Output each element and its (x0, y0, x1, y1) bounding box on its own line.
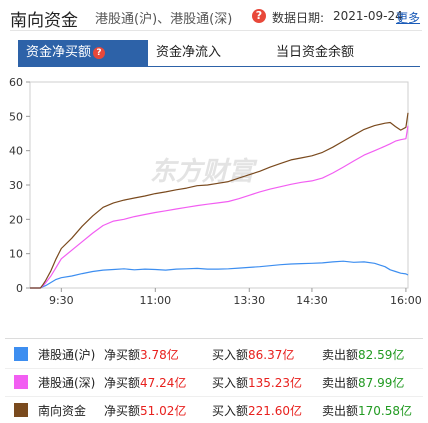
row-divider (5, 368, 423, 369)
sell-cell: 卖出额87.99亿 (322, 374, 404, 391)
net-buy-value: 51.02亿 (140, 404, 187, 418)
page-title: 南向资金 (10, 11, 78, 31)
sell-cell: 卖出额82.59亿 (322, 346, 404, 363)
legend-swatch-sz (14, 375, 28, 389)
tab-daily-balance[interactable]: 当日资金余额 (276, 40, 354, 66)
x-tick-label: 13:30 (233, 294, 265, 304)
tab-daily-balance-label: 当日资金余额 (276, 45, 355, 60)
net-buy-value: 47.24亿 (140, 376, 187, 390)
date-label: 数据日期: (272, 11, 325, 25)
y-tick-label: 10 (9, 248, 23, 261)
buy-cell: 买入额135.23亿 (212, 374, 302, 391)
net-buy-value: 3.78亿 (140, 348, 179, 362)
y-tick-label: 60 (9, 76, 23, 89)
flow-chart: 东方财富 0 10 20 30 40 50 60 9:30 11:00 13:30 14:30 16:… (9, 76, 422, 304)
date-value: 2021-09-24 (333, 9, 403, 23)
y-tick-label: 30 (9, 179, 23, 192)
sell-value: 87.99亿 (358, 376, 405, 390)
page-subtitle: 港股通(沪)、港股通(深) (95, 12, 233, 27)
x-tick-label: 16:00 (390, 294, 422, 304)
more-link[interactable]: 更多 (396, 11, 421, 25)
x-tick-label: 11:00 (139, 294, 171, 304)
header: 南向资金 港股通(沪)、港股通(深) ? 数据日期: 2021-09-24 更多 (0, 0, 428, 32)
sell-cell: 卖出额170.58亿 (322, 402, 412, 419)
x-tick-label: 14:30 (296, 294, 328, 304)
series-line-1 (30, 125, 409, 289)
buy-value: 221.60亿 (248, 404, 303, 418)
buy-label: 买入额 (212, 348, 249, 362)
y-tick-label: 50 (9, 110, 23, 123)
y-tick-label: 0 (16, 282, 23, 295)
buy-value: 135.23亿 (248, 376, 303, 390)
sell-label: 卖出额 (322, 376, 359, 390)
series-line-2 (30, 112, 409, 289)
question-icon[interactable]: ? (93, 47, 106, 59)
tab-net-inflow-label: 资金净流入 (156, 45, 222, 60)
legend-row-sz: 港股通(深) 净买额47.24亿 买入额135.23亿 卖出额87.99亿 (5, 369, 423, 395)
x-tick-label: 9:30 (49, 294, 74, 304)
buy-cell: 买入额86.37亿 (212, 346, 294, 363)
net-buy-label: 净买额 (104, 376, 141, 390)
legend-table: 港股通(沪) 净买额3.78亿 买入额86.37亿 卖出额82.59亿 港股通(… (5, 338, 423, 418)
header-divider (10, 30, 422, 31)
tab-bar: 资金净买额? 资金净流入 当日资金余额 (18, 40, 418, 66)
sell-value: 170.58亿 (358, 404, 413, 418)
y-tick-label: 20 (9, 213, 23, 226)
legend-swatch-total (14, 403, 28, 417)
tab-net-buy[interactable]: 资金净买额? (18, 40, 148, 66)
buy-label: 买入额 (212, 376, 249, 390)
series-line-0 (30, 260, 409, 289)
sell-label: 卖出额 (322, 404, 359, 418)
buy-value: 86.37亿 (248, 348, 295, 362)
legend-name: 港股通(深) (38, 376, 96, 390)
legend-name: 港股通(沪) (38, 348, 96, 362)
tab-net-buy-label: 资金净买额 (26, 45, 92, 60)
legend-row-sh: 港股通(沪) 净买额3.78亿 买入额86.37亿 卖出额82.59亿 (5, 341, 423, 367)
legend-row-total: 南向资金 净买额51.02亿 买入额221.60亿 卖出额170.58亿 (5, 397, 423, 423)
legend-name: 南向资金 (38, 404, 87, 418)
net-buy-label: 净买额 (104, 404, 141, 418)
net-buy-cell: 净买额51.02亿 (104, 402, 186, 419)
tab-net-inflow[interactable]: 资金净流入 (156, 40, 221, 66)
watermark: 东方财富 (150, 157, 258, 187)
net-buy-label: 净买额 (104, 348, 141, 362)
legend-swatch-sh (14, 347, 28, 361)
net-buy-cell: 净买额47.24亿 (104, 374, 186, 391)
buy-cell: 买入额221.60亿 (212, 402, 302, 419)
y-tick-label: 40 (9, 145, 23, 158)
sell-value: 82.59亿 (358, 348, 405, 362)
sell-label: 卖出额 (322, 348, 359, 362)
tab-underline (18, 66, 420, 67)
row-divider (5, 396, 423, 397)
buy-label: 买入额 (212, 404, 249, 418)
net-buy-cell: 净买额3.78亿 (104, 346, 179, 363)
question-icon[interactable]: ? (252, 9, 266, 23)
